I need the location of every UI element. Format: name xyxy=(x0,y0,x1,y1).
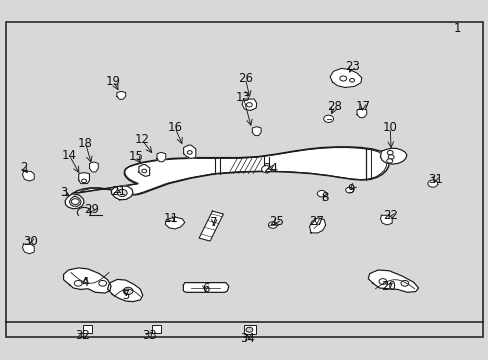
Polygon shape xyxy=(199,211,223,241)
Text: 17: 17 xyxy=(355,100,369,113)
Circle shape xyxy=(387,155,393,159)
Circle shape xyxy=(323,115,333,122)
Polygon shape xyxy=(183,283,228,292)
Text: 3: 3 xyxy=(60,186,67,199)
Polygon shape xyxy=(242,99,256,111)
Text: 5: 5 xyxy=(122,289,130,302)
Circle shape xyxy=(317,190,325,197)
Circle shape xyxy=(386,159,392,163)
Circle shape xyxy=(349,78,354,82)
Bar xyxy=(83,325,92,333)
Circle shape xyxy=(99,280,106,286)
Circle shape xyxy=(268,222,277,228)
Circle shape xyxy=(427,180,437,187)
Polygon shape xyxy=(309,218,325,233)
Circle shape xyxy=(261,166,271,173)
Text: 20: 20 xyxy=(381,280,395,293)
Circle shape xyxy=(400,280,408,286)
Text: 21: 21 xyxy=(111,185,125,198)
Polygon shape xyxy=(22,171,34,181)
Text: 14: 14 xyxy=(62,149,77,162)
Polygon shape xyxy=(89,162,98,172)
Text: 13: 13 xyxy=(236,91,250,104)
Circle shape xyxy=(378,279,386,284)
Text: 32: 32 xyxy=(75,329,89,342)
Text: 27: 27 xyxy=(309,215,324,228)
Text: 30: 30 xyxy=(23,235,38,248)
Circle shape xyxy=(123,287,133,294)
Polygon shape xyxy=(356,109,366,118)
Circle shape xyxy=(386,150,392,155)
Polygon shape xyxy=(63,268,111,293)
Polygon shape xyxy=(157,152,165,162)
Polygon shape xyxy=(367,270,418,292)
Polygon shape xyxy=(22,244,34,254)
Circle shape xyxy=(142,169,146,173)
Circle shape xyxy=(81,179,86,183)
Text: 23: 23 xyxy=(344,60,359,73)
Polygon shape xyxy=(65,194,84,209)
Text: 11: 11 xyxy=(163,212,178,225)
Text: 18: 18 xyxy=(78,137,93,150)
Polygon shape xyxy=(107,279,142,302)
Circle shape xyxy=(345,187,353,193)
Text: 28: 28 xyxy=(327,100,342,113)
Circle shape xyxy=(71,199,79,204)
Circle shape xyxy=(245,327,252,332)
Text: 7: 7 xyxy=(210,216,218,229)
Polygon shape xyxy=(165,217,184,229)
Text: 6: 6 xyxy=(201,282,209,294)
Polygon shape xyxy=(79,173,89,184)
Text: 12: 12 xyxy=(134,133,149,146)
Circle shape xyxy=(246,103,252,107)
Polygon shape xyxy=(252,127,261,136)
Bar xyxy=(243,325,255,334)
Text: 19: 19 xyxy=(106,75,121,87)
Text: 10: 10 xyxy=(382,121,397,134)
Bar xyxy=(6,22,482,337)
Circle shape xyxy=(74,280,82,286)
Polygon shape xyxy=(117,91,125,99)
Polygon shape xyxy=(69,196,81,206)
Bar xyxy=(151,325,161,333)
Polygon shape xyxy=(72,147,388,195)
Text: 4: 4 xyxy=(81,276,89,289)
Circle shape xyxy=(187,150,192,154)
Text: 8: 8 xyxy=(320,191,328,204)
Polygon shape xyxy=(329,68,361,87)
Text: 2: 2 xyxy=(20,161,27,174)
Polygon shape xyxy=(380,148,406,164)
Text: 26: 26 xyxy=(238,72,252,85)
Text: 24: 24 xyxy=(263,162,277,175)
Text: 34: 34 xyxy=(240,332,255,345)
Polygon shape xyxy=(139,165,149,176)
Polygon shape xyxy=(380,215,391,225)
Text: 16: 16 xyxy=(167,121,182,134)
Circle shape xyxy=(339,76,346,81)
Text: 31: 31 xyxy=(427,173,442,186)
Text: 15: 15 xyxy=(128,150,143,163)
Circle shape xyxy=(117,189,127,197)
Text: 33: 33 xyxy=(142,329,156,342)
Text: 9: 9 xyxy=(346,183,354,195)
Text: 22: 22 xyxy=(382,209,397,222)
Text: 1: 1 xyxy=(452,22,460,35)
Text: 29: 29 xyxy=(84,203,99,216)
Polygon shape xyxy=(111,186,133,200)
Polygon shape xyxy=(183,145,195,158)
Text: 25: 25 xyxy=(268,215,283,228)
